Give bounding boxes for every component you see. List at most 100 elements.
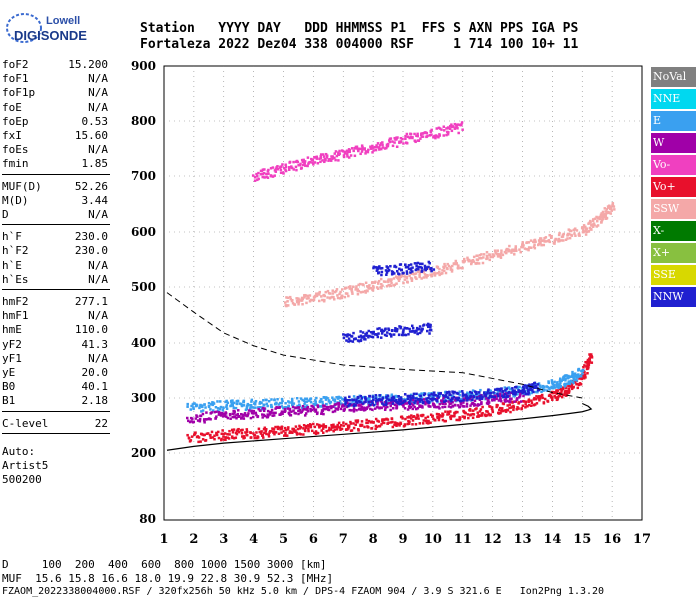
logo-ring-icon <box>6 13 42 43</box>
data-point <box>358 282 362 286</box>
data-point <box>398 424 401 427</box>
data-point <box>315 155 319 159</box>
data-point <box>537 397 541 400</box>
data-point <box>347 156 351 159</box>
data-point <box>367 404 371 408</box>
data-point <box>309 424 313 427</box>
data-point <box>294 429 297 432</box>
data-point <box>334 425 338 428</box>
data-point <box>416 332 419 335</box>
data-point <box>508 393 512 396</box>
param-label: yF1 <box>2 351 22 365</box>
data-point <box>386 266 389 269</box>
data-point <box>435 412 439 416</box>
data-point <box>416 414 420 418</box>
param-label: foEs <box>2 143 29 157</box>
data-point <box>560 388 563 391</box>
param-label: B1 <box>2 394 16 408</box>
data-point <box>334 158 337 162</box>
data-point <box>522 387 526 390</box>
data-point <box>427 404 431 408</box>
data-point <box>441 271 444 275</box>
data-point <box>408 416 411 419</box>
data-point <box>348 408 351 412</box>
data-point <box>276 398 279 401</box>
data-point <box>593 217 597 221</box>
data-point <box>350 288 353 292</box>
data-point <box>577 234 581 237</box>
data-point <box>426 322 430 326</box>
data-point <box>395 400 398 404</box>
data-point <box>350 147 354 150</box>
data-point <box>304 424 308 428</box>
data-point <box>395 329 398 333</box>
data-point <box>221 408 225 412</box>
data-point <box>443 129 446 132</box>
data-point <box>512 406 516 409</box>
data-point <box>522 392 526 396</box>
data-point <box>295 431 298 435</box>
data-point <box>364 400 367 404</box>
data-point <box>199 414 202 418</box>
data-point <box>416 132 419 136</box>
data-point <box>369 330 373 334</box>
data-point <box>300 296 304 300</box>
data-point <box>359 330 362 333</box>
data-point <box>470 391 474 395</box>
data-point <box>446 267 449 271</box>
data-point <box>384 406 387 410</box>
data-point <box>280 425 284 429</box>
data-point <box>532 390 535 394</box>
data-point <box>407 333 410 336</box>
data-point <box>268 413 272 416</box>
data-point <box>519 391 522 395</box>
data-point <box>446 391 449 394</box>
data-point <box>375 269 379 272</box>
data-point <box>513 389 516 392</box>
data-point <box>367 400 370 404</box>
data-point <box>332 423 335 427</box>
data-point <box>456 398 459 402</box>
data-point <box>378 265 381 268</box>
data-point <box>390 335 393 338</box>
data-point <box>491 253 494 256</box>
data-point <box>245 433 248 436</box>
data-point <box>539 385 542 389</box>
data-point <box>258 406 262 409</box>
data-point <box>503 399 506 402</box>
data-point <box>372 403 376 407</box>
data-point <box>348 424 351 427</box>
data-point <box>220 437 223 441</box>
data-point <box>534 240 537 243</box>
data-point <box>380 332 384 335</box>
data-point <box>408 420 411 423</box>
data-point <box>266 415 270 419</box>
param-value: 20.0 <box>81 366 109 379</box>
data-point <box>493 394 497 397</box>
data-point <box>476 404 479 407</box>
x-tick-label: 7 <box>339 532 348 547</box>
data-point <box>295 297 298 300</box>
data-point <box>504 410 508 413</box>
data-point <box>333 398 337 402</box>
data-point <box>590 223 593 227</box>
data-point <box>548 388 551 391</box>
data-point <box>337 421 341 425</box>
data-point <box>377 425 381 428</box>
data-point <box>462 405 466 408</box>
data-point <box>352 331 355 335</box>
data-point <box>292 168 295 171</box>
data-point <box>543 397 547 401</box>
data-point <box>451 390 454 393</box>
data-point <box>496 249 500 252</box>
data-point <box>495 405 498 409</box>
param-value: N/A <box>88 143 108 157</box>
data-point <box>286 296 290 300</box>
param-row: foEp 0.53 <box>2 115 108 129</box>
data-point <box>568 382 572 385</box>
data-point <box>250 398 254 402</box>
data-point <box>485 397 488 400</box>
data-point <box>611 202 615 205</box>
data-point <box>555 389 558 392</box>
data-point <box>337 403 341 406</box>
